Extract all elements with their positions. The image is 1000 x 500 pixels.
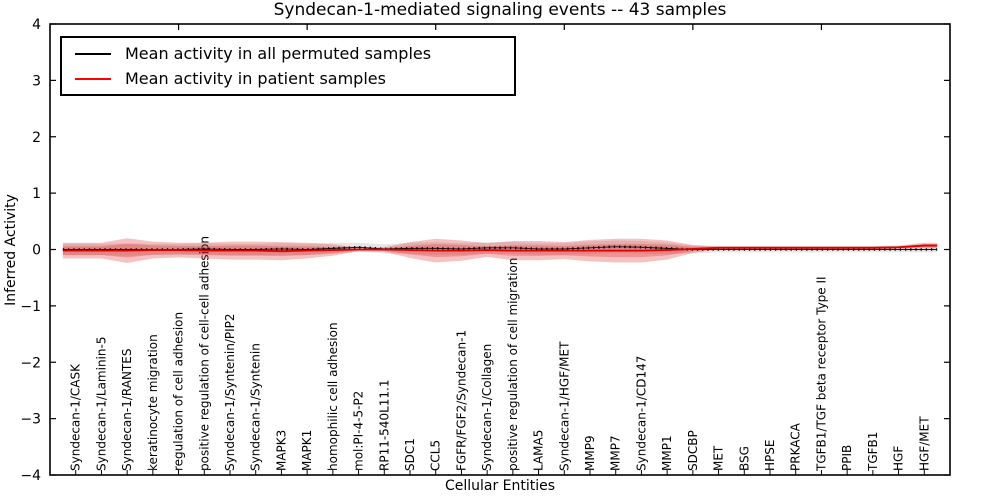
x-tick-label: mol:PI-4-5-P2: [352, 391, 366, 471]
x-tick-label: PRKACA: [789, 422, 803, 471]
x-tick-label: SDCBP: [686, 430, 700, 471]
y-tick-label: 0: [32, 243, 41, 259]
x-tick-label: TGFB1: [866, 432, 880, 472]
x-tick-label: HPSE: [763, 440, 777, 471]
x-tick-label: Syndecan-1/Collagen: [480, 344, 494, 471]
y-tick-label: 2: [32, 130, 41, 146]
x-tick-label: RP11-540L11.1: [377, 380, 391, 471]
x-tick-label: FGFR/FGF2/Syndecan-1: [454, 330, 468, 471]
x-tick-label: regulation of cell adhesion: [172, 312, 186, 471]
legend-label-patient: Mean activity in patient samples: [125, 69, 386, 88]
legend-item-patient: Mean activity in patient samples: [62, 69, 514, 88]
chart-title: Syndecan-1-mediated signaling events -- …: [273, 0, 727, 20]
y-axis-label: Inferred Activity: [3, 194, 19, 306]
x-tick-label: MAPK3: [274, 430, 288, 471]
permuted-mean-line-markers: [62, 245, 938, 251]
x-tick-label: LAMA5: [532, 430, 546, 471]
x-tick-label: PPIB: [840, 445, 854, 471]
y-tick-label: −1: [20, 299, 41, 315]
permuted-line-swatch: [75, 52, 111, 55]
y-tick-label: −4: [20, 468, 41, 484]
x-tick-label: keratinocyte migration: [146, 334, 160, 471]
x-tick-label: MAPK1: [300, 430, 314, 471]
x-tick-label: HGF: [892, 446, 906, 471]
y-tick-label: 3: [32, 73, 41, 89]
x-tick-label: MMP1: [660, 435, 674, 471]
x-tick-label: MET: [712, 445, 726, 471]
x-tick-label: Syndecan-1/HGF/MET: [557, 341, 571, 471]
x-tick-label: MMP9: [583, 435, 597, 471]
x-tick-label: Syndecan-1/RANTES: [120, 349, 134, 471]
legend: Mean activity in all permuted samples Me…: [60, 36, 516, 96]
x-tick-label: Syndecan-1/Syntenin/PIP2: [223, 313, 237, 471]
x-tick-label: Syndecan-1/Syntenin: [249, 343, 263, 471]
y-tick-label: −3: [20, 412, 41, 428]
x-tick-label: positive regulation of cell migration: [506, 258, 520, 471]
x-tick-label: TGFB1/TGF beta receptor Type II: [814, 276, 828, 472]
y-tick-label: 4: [32, 17, 41, 33]
x-tick-label: positive regulation of cell-cell adhesio…: [197, 236, 211, 471]
legend-item-permuted: Mean activity in all permuted samples: [62, 44, 514, 63]
x-tick-label: CCL5: [429, 440, 443, 471]
x-axis-label: Cellular Entities: [444, 478, 556, 494]
x-tick-label: MMP7: [609, 435, 623, 471]
y-tick-label: 1: [32, 186, 41, 202]
x-tick-label: Syndecan-1/CASK: [69, 363, 83, 471]
x-tick-label: Syndecan-1/CD147: [634, 356, 648, 471]
y-tick-label: −2: [20, 355, 41, 371]
patient-mean-line: [62, 244, 938, 253]
x-tick-label: BSG: [737, 446, 751, 471]
x-tick-label: homophilic cell adhesion: [326, 322, 340, 471]
x-tick-label: Syndecan-1/Laminin-5: [94, 337, 108, 471]
legend-label-permuted: Mean activity in all permuted samples: [125, 44, 432, 63]
x-tick-label: HGF/MET: [917, 416, 931, 471]
patient-line-swatch: [75, 77, 111, 80]
x-tick-label: SDC1: [403, 438, 417, 471]
